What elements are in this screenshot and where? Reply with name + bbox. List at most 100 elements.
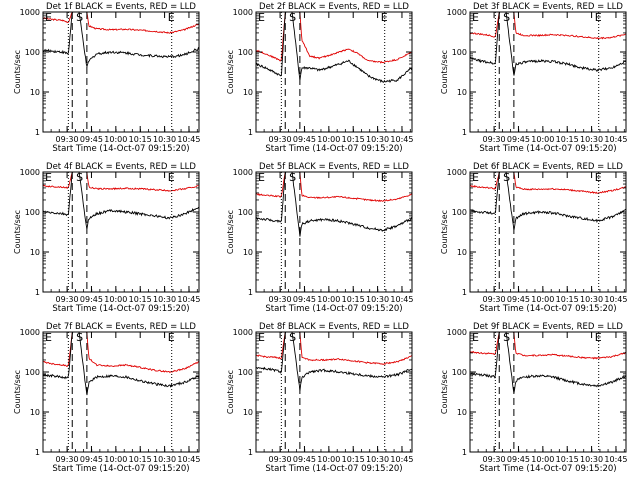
events-series-line	[43, 332, 199, 396]
plot-title: Det 3f BLACK = Events, RED = LLD	[473, 2, 623, 12]
x-tick-label: 10:30	[366, 135, 389, 144]
x-axis-label: Start Time (14-Oct-07 09:15:20)	[479, 144, 616, 154]
plot-title: Det 4f BLACK = Events, RED = LLD	[46, 162, 196, 172]
marker-label: E	[595, 11, 602, 24]
y-tick-label: 1000	[447, 168, 467, 177]
plot-frame	[42, 171, 200, 293]
x-tick-label: 10:15	[342, 135, 365, 144]
marker-label: E	[381, 11, 388, 24]
x-tick-label: 10:15	[556, 295, 579, 304]
lld-series-line	[470, 332, 626, 360]
y-tick-label: 1000	[20, 8, 40, 17]
x-tick-label: 09:30	[269, 455, 292, 464]
marker-label: E	[168, 331, 175, 344]
lld-series-line	[256, 172, 412, 203]
x-tick-label: 10:30	[153, 455, 176, 464]
y-tick-label: 1000	[20, 328, 40, 337]
x-tick-label: 10:15	[342, 455, 365, 464]
y-tick-label: 1000	[233, 168, 253, 177]
x-tick-label: 10:00	[104, 295, 127, 304]
x-tick-label: 09:45	[80, 295, 103, 304]
marker-label: S	[76, 331, 83, 344]
marker-label: S	[503, 11, 510, 24]
x-tick-label: 10:30	[366, 295, 389, 304]
y-tick-label: 10	[30, 248, 40, 257]
marker-label: S	[76, 11, 83, 24]
marker-label: E	[472, 171, 479, 184]
plot-title: Det 7f BLACK = Events, RED = LLD	[46, 322, 196, 332]
x-tick-label: 10:45	[177, 135, 200, 144]
series-group	[256, 172, 412, 237]
x-tick-label: 09:30	[483, 135, 506, 144]
x-tick-label: 10:00	[104, 455, 127, 464]
x-tick-label: 10:00	[531, 455, 554, 464]
plot-title: Det 9f BLACK = Events, RED = LLD	[473, 322, 623, 332]
y-axis-label: Counts/sec	[13, 370, 22, 414]
lld-series-line	[43, 12, 199, 34]
y-tick-label: 1	[248, 288, 253, 297]
marker-label: E	[381, 171, 388, 184]
x-axis-label: Start Time (14-Oct-07 09:15:20)	[265, 304, 402, 314]
plot-title: Det 8f BLACK = Events, RED = LLD	[259, 322, 409, 332]
series-group	[43, 332, 199, 396]
marker-label: E	[472, 331, 479, 344]
x-tick-label: 09:45	[507, 135, 530, 144]
y-tick-label: 1	[35, 288, 40, 297]
x-tick-label: 10:15	[129, 455, 152, 464]
y-tick-label: 100	[238, 368, 253, 377]
events-series-line	[470, 332, 626, 394]
x-tick-label: 09:45	[293, 455, 316, 464]
lld-series-line	[470, 12, 626, 40]
y-tick-label: 1000	[233, 328, 253, 337]
x-tick-label: 10:45	[604, 455, 627, 464]
events-series-line	[43, 12, 199, 69]
marker-label: S	[289, 171, 296, 184]
marker-label: E	[168, 11, 175, 24]
x-axis-label: Start Time (14-Oct-07 09:15:20)	[265, 464, 402, 474]
y-tick-label: 10	[457, 248, 467, 257]
series-group	[470, 172, 626, 231]
marker-label: E	[258, 171, 265, 184]
events-series-line	[256, 172, 412, 237]
events-series-line	[256, 12, 412, 84]
x-tick-label: 10:15	[129, 135, 152, 144]
marker-label: E	[45, 171, 52, 184]
x-tick-label: 10:30	[580, 135, 603, 144]
y-tick-label: 100	[238, 208, 253, 217]
x-axis-label: Start Time (14-Oct-07 09:15:20)	[479, 304, 616, 314]
events-series-line	[470, 12, 626, 76]
marker-label: E	[381, 331, 388, 344]
y-axis-label: Counts/sec	[226, 210, 235, 254]
x-tick-label: 09:30	[56, 295, 79, 304]
x-tick-label: 10:45	[390, 295, 413, 304]
x-tick-label: 09:45	[293, 135, 316, 144]
x-tick-label: 10:45	[390, 455, 413, 464]
y-axis-label: Counts/sec	[13, 50, 22, 94]
x-tick-label: 10:30	[580, 295, 603, 304]
series-group	[43, 172, 199, 230]
series-group	[470, 332, 626, 394]
x-tick-label: 10:00	[104, 135, 127, 144]
y-tick-label: 100	[238, 48, 253, 57]
plot-frame	[469, 11, 627, 133]
x-tick-label: 10:45	[604, 295, 627, 304]
plot-frame	[255, 171, 413, 293]
plot-title: Det 1f BLACK = Events, RED = LLD	[46, 2, 196, 12]
y-axis-label: Counts/sec	[226, 370, 235, 414]
lld-series-line	[43, 332, 199, 374]
y-tick-label: 10	[30, 88, 40, 97]
y-tick-label: 1000	[447, 8, 467, 17]
x-tick-label: 10:15	[556, 455, 579, 464]
lld-series-line	[256, 332, 412, 365]
x-tick-label: 10:00	[317, 455, 340, 464]
events-series-line	[470, 172, 626, 231]
y-tick-label: 1	[462, 128, 467, 137]
series-group	[256, 12, 412, 84]
x-tick-label: 10:30	[153, 135, 176, 144]
x-tick-label: 10:15	[129, 295, 152, 304]
